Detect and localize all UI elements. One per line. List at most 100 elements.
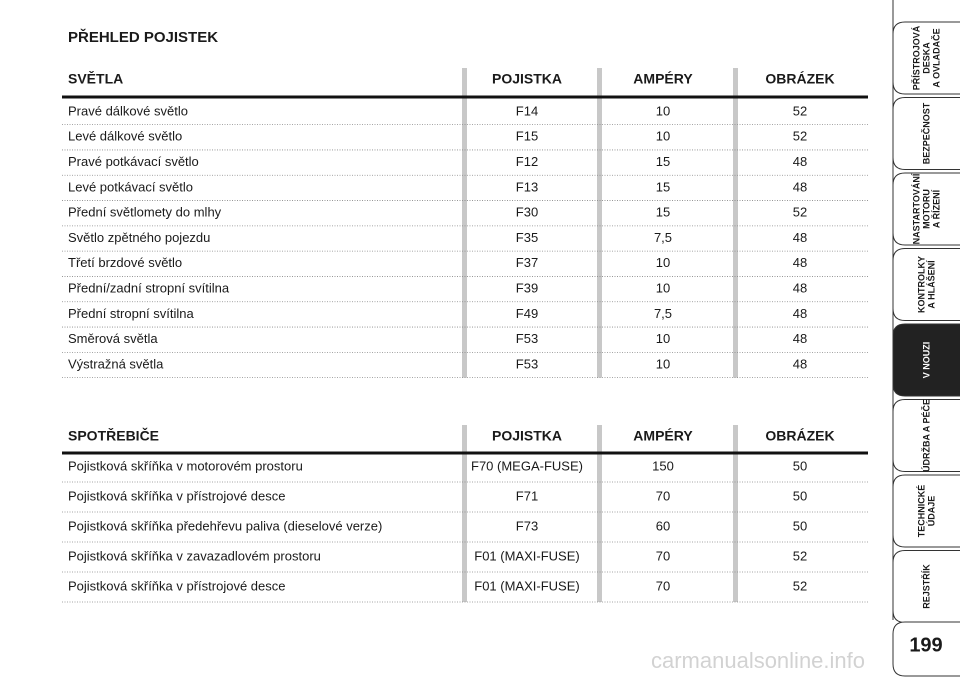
table-cell: F13 bbox=[516, 179, 538, 194]
side-tab bbox=[892, 323, 960, 397]
side-tab bbox=[892, 172, 960, 246]
table-cell: 70 bbox=[656, 578, 670, 593]
table-cell: 52 bbox=[793, 129, 807, 144]
table-cell: F14 bbox=[516, 103, 538, 118]
table-cell: Třetí brzdové světlo bbox=[68, 255, 182, 270]
table-cell: 7,5 bbox=[654, 230, 672, 245]
table-cell: F39 bbox=[516, 281, 538, 296]
side-tab bbox=[892, 97, 960, 170]
table-cell: 48 bbox=[793, 356, 807, 371]
table-cell: 15 bbox=[656, 205, 670, 220]
table-cell: 70 bbox=[656, 548, 670, 563]
side-tab-label: A OVLADAČE bbox=[930, 28, 941, 87]
table-cell: F53 bbox=[516, 356, 538, 371]
column-separator bbox=[733, 425, 738, 602]
table-cell: F37 bbox=[516, 255, 538, 270]
table-cell: F30 bbox=[516, 205, 538, 220]
header-rule bbox=[62, 95, 868, 99]
table-cell: 10 bbox=[656, 103, 670, 118]
table-cell: Pojistková skříňka v motorovém prostoru bbox=[68, 458, 303, 473]
side-tab-label: A HLÁŠENÍ bbox=[925, 260, 936, 309]
table-cell: 52 bbox=[793, 205, 807, 220]
table-cell: Levé potkávací světlo bbox=[68, 179, 193, 194]
table-cell: F73 bbox=[516, 518, 538, 533]
table-cell: 48 bbox=[793, 230, 807, 245]
table-cell: 48 bbox=[793, 179, 807, 194]
table-cell: F71 bbox=[516, 488, 538, 503]
table-cell: Přední/zadní stropní svítilna bbox=[68, 281, 230, 296]
side-tab bbox=[892, 399, 960, 472]
side-tab-label: NASTARTOVÁNÍ bbox=[911, 173, 921, 244]
table-cell: 10 bbox=[656, 255, 670, 270]
side-tab bbox=[892, 550, 960, 623]
table-cell: Pojistková skříňka v přístrojové desce bbox=[68, 488, 285, 503]
side-tab-label: ÚDAJE bbox=[925, 496, 936, 527]
table-cell: Světlo zpětného pojezdu bbox=[68, 230, 210, 245]
side-tab bbox=[892, 474, 960, 548]
side-tab-label: V NOUZI bbox=[921, 342, 931, 379]
side-tab-label: MOTORU bbox=[921, 189, 931, 229]
table-cell: Pravé potkávací světlo bbox=[68, 154, 199, 169]
table-cell: F12 bbox=[516, 154, 538, 169]
header-rule bbox=[62, 451, 868, 455]
page-number: 199 bbox=[909, 634, 942, 656]
column-separator bbox=[462, 425, 467, 602]
side-tab-label: PŘÍSTROJOVÁ bbox=[910, 25, 921, 90]
column-separator bbox=[462, 68, 467, 378]
page-title: PŘEHLED POJISTEK bbox=[68, 28, 218, 46]
table-cell: 50 bbox=[793, 488, 807, 503]
column-separator bbox=[597, 68, 602, 378]
table-cell: 10 bbox=[656, 281, 670, 296]
table-cell: 15 bbox=[656, 179, 670, 194]
column-header: POJISTKA bbox=[492, 428, 562, 444]
table-cell: Pravé dálkové světlo bbox=[68, 103, 188, 118]
table-cell: 52 bbox=[793, 103, 807, 118]
side-tab-label: ÚDRŽBA A PÉČE bbox=[920, 399, 931, 472]
side-tab-label: BEZPEČNOST bbox=[920, 102, 931, 164]
table-cell: 10 bbox=[656, 129, 670, 144]
table-cell: 7,5 bbox=[654, 306, 672, 321]
table-cell: 10 bbox=[656, 356, 670, 371]
table-cell: 48 bbox=[793, 306, 807, 321]
table-cell: Pojistková skříňka předehřevu paliva (di… bbox=[68, 518, 382, 533]
column-header: POJISTKA bbox=[492, 71, 562, 87]
watermark: carmanualsonline.info bbox=[651, 648, 865, 673]
table-cell: 48 bbox=[793, 331, 807, 346]
column-header: SVĚTLA bbox=[68, 70, 123, 87]
column-separator bbox=[597, 425, 602, 602]
table-cell: 70 bbox=[656, 488, 670, 503]
table-cell: 48 bbox=[793, 281, 807, 296]
column-header: AMPÉRY bbox=[633, 71, 693, 87]
table-cell: 15 bbox=[656, 154, 670, 169]
table-cell: Levé dálkové světlo bbox=[68, 129, 182, 144]
table-cell: 50 bbox=[793, 458, 807, 473]
table-cell: Pojistková skříňka v zavazadlovém prosto… bbox=[68, 548, 321, 563]
table-cell: 60 bbox=[656, 518, 670, 533]
side-tab-label: A ŘÍZENÍ bbox=[930, 189, 941, 228]
table-cell: Pojistková skříňka v přístrojové desce bbox=[68, 578, 285, 593]
side-tab-label: TECHNICKÉ bbox=[916, 485, 926, 538]
table-cell: F01 (MAXI-FUSE) bbox=[474, 578, 579, 593]
side-tab-label: DESKA bbox=[921, 42, 931, 74]
table-cell: 50 bbox=[793, 518, 807, 533]
page-number-tab bbox=[892, 621, 960, 677]
table-cell: 48 bbox=[793, 154, 807, 169]
column-header: SPOTŘEBIČE bbox=[68, 427, 159, 444]
table-cell: 52 bbox=[793, 548, 807, 563]
table-cell: F53 bbox=[516, 331, 538, 346]
side-tab bbox=[892, 21, 960, 95]
table-cell: Přední světlomety do mlhy bbox=[68, 205, 222, 220]
table-cell: 48 bbox=[793, 255, 807, 270]
table-cell: Výstražná světla bbox=[68, 356, 164, 371]
column-separator bbox=[733, 68, 738, 378]
table-cell: F01 (MAXI-FUSE) bbox=[474, 548, 579, 563]
table-cell: F49 bbox=[516, 306, 538, 321]
table-cell: 150 bbox=[652, 458, 674, 473]
table-cell: 52 bbox=[793, 578, 807, 593]
side-tab-label: REJSTŘÍK bbox=[920, 564, 931, 609]
table-cell: F70 (MEGA-FUSE) bbox=[471, 458, 583, 473]
column-header: OBRÁZEK bbox=[765, 428, 834, 444]
table-cell: F35 bbox=[516, 230, 538, 245]
column-header: OBRÁZEK bbox=[765, 71, 834, 87]
